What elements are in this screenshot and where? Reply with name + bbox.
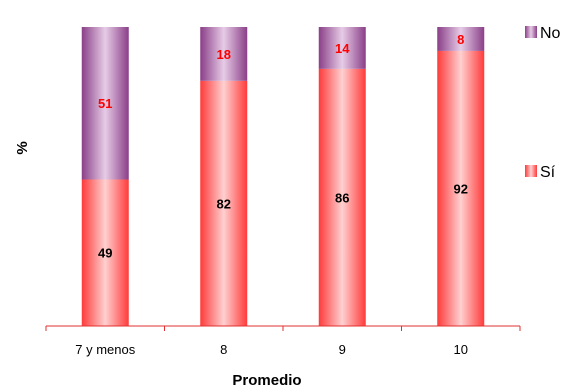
data-label: 8 (457, 32, 464, 47)
x-tick-label: 9 (339, 342, 346, 357)
bar-segment-si (318, 68, 366, 327)
bar-segment-no (200, 27, 248, 81)
data-label: 14 (335, 41, 350, 56)
legend-swatch-si (525, 165, 537, 177)
bar-segment-no (81, 27, 129, 180)
data-label: 49 (98, 246, 112, 261)
data-label: 82 (217, 196, 231, 211)
y-axis-title: % (14, 141, 31, 154)
data-label: 92 (454, 181, 468, 196)
legend-label-no: No (540, 25, 561, 42)
legend: No Sí (525, 25, 561, 181)
data-label: 86 (335, 190, 349, 205)
bar-segment-si (200, 80, 248, 326)
plot-area: 49 51 82 18 86 14 92 8 7 y menos 8 9 10 (45, 27, 521, 357)
legend-label-si: Sí (540, 164, 556, 181)
x-tick-label: 8 (220, 342, 227, 357)
legend-swatch-no (525, 26, 537, 38)
data-label: 51 (98, 96, 112, 111)
bar-segment-si (437, 50, 485, 327)
bar-segment-no (437, 27, 485, 51)
x-axis-title: Promedio (232, 372, 301, 389)
x-tick-label: 10 (454, 342, 468, 357)
data-label: 18 (217, 47, 231, 62)
bar-segment-no (318, 27, 366, 69)
x-tick-label: 7 y menos (75, 342, 135, 357)
bar-segment-si (81, 179, 129, 326)
